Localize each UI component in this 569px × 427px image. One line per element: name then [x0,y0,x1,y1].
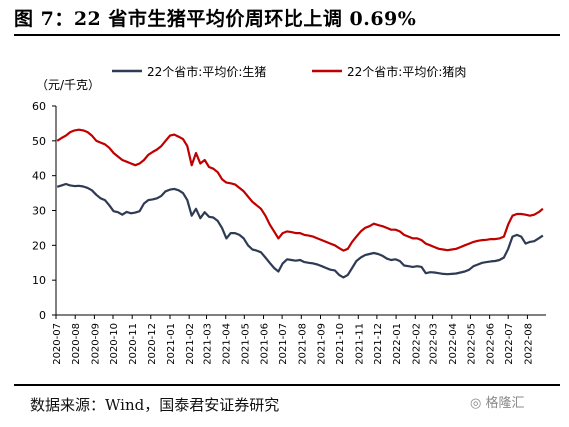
x-tick-label: 2021-02 [185,323,196,365]
x-tick-label: 2020-09 [90,323,101,365]
x-tick-label: 2021-11 [354,323,365,365]
y-unit-label: （元/千克） [36,78,100,92]
line-chart: （元/千克） 22个省市:平均价:生猪 22个省市:平均价:猪肉 0 10 20 30 4… [32,64,546,365]
x-tick-label: 2022-02 [411,323,422,365]
y-tick-label: 0 [39,309,46,322]
figure-title: 图 7：22 省市生猪平均价周环比上调 0.69% [14,8,417,30]
x-tick-label: 2021-06 [260,323,271,365]
x-tick-label: 2020-11 [128,323,139,365]
x-tick-label: 2021-08 [297,323,308,365]
x-tick-label: 2021-09 [317,323,328,365]
x-tick-label: 2021-05 [240,323,251,365]
x-tick-label: 2020-12 [147,323,158,365]
title-underline [14,34,560,36]
x-tick-label: 2021-03 [203,323,214,365]
legend: 22个省市:平均价:生猪 22个省市:平均价:猪肉 [112,64,466,79]
x-tick-label: 2022-05 [466,323,477,365]
x-tick-label: 2020-10 [109,323,120,365]
y-tick-label: 20 [32,239,46,252]
axes [52,105,546,319]
y-tick-label: 10 [32,274,46,287]
x-tick-label: 2020-07 [52,323,63,365]
source-rule [14,384,560,386]
x-tick-label: 2021-04 [222,323,233,365]
live-hog-price-line [56,182,544,279]
x-tick-label: 2022-08 [523,323,534,365]
x-tick-label: 2022-01 [392,323,403,365]
x-tick-labels: 2020-07 2020-08 2020-09 2020-10 2020-11 2020-… [52,323,534,365]
series-lines [56,128,544,279]
legend-label: 22个省市:平均价:猪肉 [347,64,466,79]
x-tick-label: 2022-07 [504,323,515,365]
y-tick-label: 30 [32,205,46,218]
y-tick-label: 60 [32,100,46,113]
x-tick-label: 2022-06 [486,323,497,365]
x-tick-label: 2022-04 [448,323,459,365]
watermark-logo: ◎ 格隆汇 [470,396,525,411]
watermark-text: 格隆汇 [485,396,525,411]
x-tick-label: 2021-07 [278,323,289,365]
pork-price-line [56,128,544,252]
source-note: 数据来源：Wind，国泰君安证券研究 [30,396,280,414]
x-tick-label: 2021-01 [166,323,177,365]
x-tick-label: 2021-10 [335,323,346,365]
unit-label-layer: （元/千克） [36,78,100,92]
legend-label: 22个省市:平均价:生猪 [147,64,266,79]
y-tick-label: 40 [32,170,46,183]
x-tick-label: 2021-12 [373,323,384,365]
x-tick-label: 2020-08 [71,323,82,365]
y-tick-label: 50 [32,135,46,148]
y-tick-labels: 0 10 20 30 40 50 60 [32,100,46,322]
x-tick-label: 2022-03 [429,323,440,365]
